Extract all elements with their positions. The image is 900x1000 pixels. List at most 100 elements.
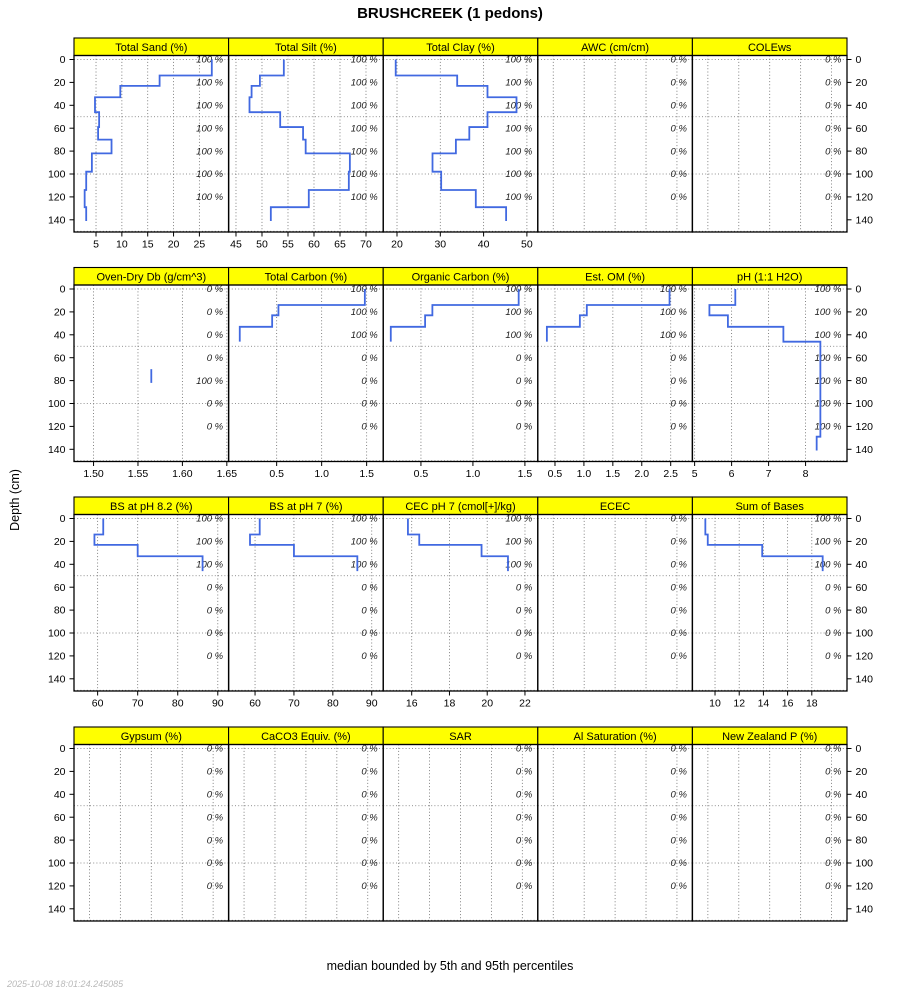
pct-label: 100 % bbox=[351, 169, 378, 180]
x-tick-label: 15 bbox=[142, 239, 154, 251]
pct-label: 0 % bbox=[671, 537, 688, 548]
pct-label: 0 % bbox=[516, 376, 533, 387]
pct-label: 0 % bbox=[825, 192, 842, 203]
x-tick-label: 0.5 bbox=[548, 468, 563, 480]
depth-tick-label-right: 20 bbox=[856, 536, 868, 548]
strip-title-total-carbon: Total Carbon (%) bbox=[265, 272, 348, 284]
pct-label: 0 % bbox=[516, 881, 533, 892]
depth-tick-label-left: 60 bbox=[54, 352, 66, 364]
depth-tick-label-left: 80 bbox=[54, 835, 66, 847]
strip-title-caco3-equiv: CaCO3 Equiv. (%) bbox=[261, 731, 351, 743]
depth-tick-label-left: 100 bbox=[48, 858, 66, 870]
pct-label: 100 % bbox=[505, 123, 532, 134]
depth-tick-label-left: 40 bbox=[54, 789, 66, 801]
depth-tick-label-right: 120 bbox=[856, 192, 874, 204]
pct-label: 100 % bbox=[815, 399, 842, 410]
pct-label: 0 % bbox=[361, 376, 378, 387]
pct-label: 0 % bbox=[671, 812, 688, 823]
x-tick-label: 20 bbox=[168, 239, 180, 251]
pct-label: 0 % bbox=[825, 881, 842, 892]
x-tick-label: 70 bbox=[360, 239, 372, 251]
depth-tick-label-right: 60 bbox=[856, 123, 868, 135]
pct-label: 100 % bbox=[351, 55, 378, 66]
pct-label: 100 % bbox=[351, 514, 378, 525]
depth-tick-label-right: 20 bbox=[856, 766, 868, 778]
pct-label: 0 % bbox=[516, 790, 533, 801]
profile-line-sum-of-bases bbox=[704, 518, 824, 572]
pct-label: 0 % bbox=[207, 353, 224, 364]
strip-title-total-sand: Total Sand (%) bbox=[115, 42, 187, 54]
depth-tick-label-right: 20 bbox=[856, 307, 868, 319]
depth-tick-label-right: 140 bbox=[856, 673, 874, 685]
pct-label: 100 % bbox=[815, 537, 842, 548]
x-tick-label: 1.0 bbox=[314, 468, 329, 480]
strip-title-sar: SAR bbox=[449, 731, 472, 743]
pct-label: 0 % bbox=[207, 330, 224, 341]
pct-label: 0 % bbox=[671, 790, 688, 801]
depth-tick-label-right: 60 bbox=[856, 582, 868, 594]
profile-line-bs-at-ph-8-2 bbox=[93, 518, 204, 572]
x-tick-label: 90 bbox=[212, 698, 224, 710]
x-tick-label: 0.5 bbox=[414, 468, 429, 480]
pct-label: 100 % bbox=[351, 537, 378, 548]
pct-label: 100 % bbox=[815, 376, 842, 387]
pct-label: 0 % bbox=[671, 55, 688, 66]
pct-label: 0 % bbox=[671, 605, 688, 616]
x-tick-label: 12 bbox=[733, 698, 745, 710]
pct-label: 0 % bbox=[361, 399, 378, 410]
x-tick-label: 20 bbox=[481, 698, 493, 710]
page-title: BRUSHCREEK (1 pedons) bbox=[357, 5, 543, 22]
pct-label: 0 % bbox=[207, 812, 224, 823]
depth-tick-label-left: 140 bbox=[48, 444, 66, 456]
strip-title-new-zealand-p: New Zealand P (%) bbox=[722, 731, 817, 743]
pct-label: 0 % bbox=[825, 812, 842, 823]
depth-tick-label-right: 0 bbox=[856, 284, 862, 296]
pct-label: 0 % bbox=[207, 284, 224, 295]
pct-label: 0 % bbox=[361, 353, 378, 364]
x-tick-label: 1.50 bbox=[83, 468, 104, 480]
depth-tick-label-left: 0 bbox=[60, 743, 66, 755]
pct-label: 100 % bbox=[505, 330, 532, 341]
pct-label: 100 % bbox=[505, 192, 532, 203]
pct-label: 0 % bbox=[671, 560, 688, 571]
x-tick-label: 50 bbox=[256, 239, 268, 251]
pct-label: 0 % bbox=[825, 790, 842, 801]
pct-label: 100 % bbox=[815, 514, 842, 525]
depth-tick-label-left: 100 bbox=[48, 628, 66, 640]
pct-label: 0 % bbox=[825, 767, 842, 778]
profile-line-organic-carbon bbox=[389, 289, 520, 342]
x-tick-label: 2.0 bbox=[634, 468, 649, 480]
profile-line-total-clay bbox=[394, 59, 518, 221]
x-tick-label: 90 bbox=[366, 698, 378, 710]
strip-title-ph-1-1-h2o: pH (1:1 H2O) bbox=[737, 272, 802, 284]
depth-tick-label-right: 140 bbox=[856, 903, 874, 915]
pct-label: 0 % bbox=[207, 628, 224, 639]
x-tick-label: 60 bbox=[308, 239, 320, 251]
x-tick-label: 8 bbox=[803, 468, 809, 480]
pct-label: 100 % bbox=[351, 78, 378, 89]
pct-label: 0 % bbox=[671, 399, 688, 410]
pct-label: 100 % bbox=[196, 192, 223, 203]
depth-tick-label-right: 100 bbox=[856, 398, 874, 410]
profile-line-total-sand bbox=[83, 59, 213, 221]
profile-line-ph-1-1-h2o bbox=[708, 289, 822, 451]
x-tick-label: 70 bbox=[288, 698, 300, 710]
x-tick-label: 60 bbox=[249, 698, 261, 710]
pct-label: 0 % bbox=[825, 605, 842, 616]
pct-label: 0 % bbox=[825, 101, 842, 112]
pct-label: 100 % bbox=[351, 101, 378, 112]
pct-label: 0 % bbox=[207, 399, 224, 410]
depth-tick-label-left: 40 bbox=[54, 100, 66, 112]
x-tick-label: 25 bbox=[194, 239, 206, 251]
strip-title-total-silt: Total Silt (%) bbox=[275, 42, 337, 54]
pct-label: 100 % bbox=[505, 169, 532, 180]
pct-label: 0 % bbox=[361, 422, 378, 433]
depth-tick-label-left: 80 bbox=[54, 605, 66, 617]
panel-colews bbox=[691, 54, 848, 233]
pct-label: 100 % bbox=[660, 307, 687, 318]
pct-label: 0 % bbox=[516, 651, 533, 662]
panel-ph-1-1-h2o bbox=[691, 284, 848, 463]
x-tick-label: 60 bbox=[92, 698, 104, 710]
